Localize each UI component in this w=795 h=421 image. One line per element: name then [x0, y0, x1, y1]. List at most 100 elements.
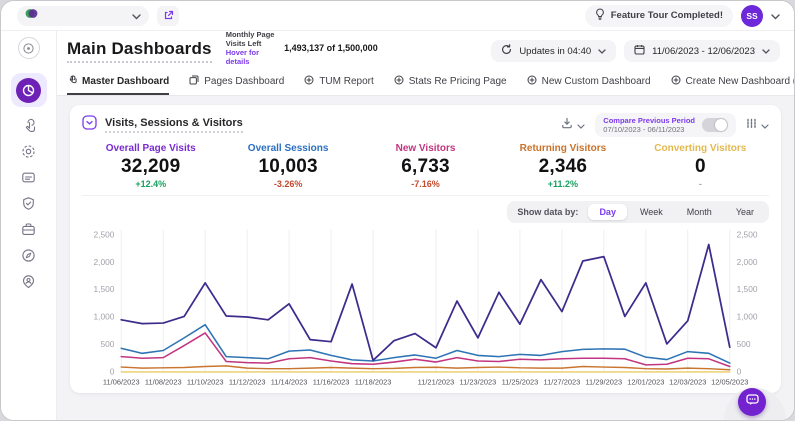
tab-stats-re-pricing[interactable]: Stats Re Pricing Page — [394, 69, 507, 95]
top-bar: Feature Tour Completed! SS — [1, 1, 794, 31]
svg-text:11/08/2023: 11/08/2023 — [145, 378, 182, 387]
tab-tum-report[interactable]: TUM Report — [304, 69, 374, 95]
metric-overall-page-visits[interactable]: Overall Page Visits 32,209 +12.4% — [82, 143, 219, 189]
tab-new-custom-dashboard[interactable]: New Custom Dashboard — [527, 69, 651, 95]
metric-overall-sessions[interactable]: Overall Sessions 10,003 -3.26% — [219, 143, 356, 189]
svg-text:1,000: 1,000 — [94, 313, 115, 322]
svg-text:0: 0 — [737, 368, 742, 377]
svg-text:1,000: 1,000 — [737, 313, 758, 322]
usage-value: 1,493,137 of 1,500,000 — [284, 43, 378, 53]
svg-text:11/18/2023: 11/18/2023 — [355, 378, 392, 387]
svg-text:11/14/2023: 11/14/2023 — [271, 378, 308, 387]
sidebar-item-engagement[interactable] — [21, 115, 36, 141]
download-button[interactable] — [561, 116, 585, 134]
chat-icon — [745, 393, 759, 411]
sidebar-item-account[interactable] — [21, 271, 36, 297]
workspace-selector[interactable] — [17, 5, 149, 26]
chevron-down-icon — [577, 116, 585, 134]
granularity-year[interactable]: Year — [735, 207, 754, 217]
workspace-logo-icon — [25, 7, 38, 25]
sidebar-item-security[interactable] — [21, 193, 36, 219]
sidebar-toggle-icon[interactable] — [17, 37, 40, 59]
dashboard-content: Visits, Sessions & Visitors Compare Prev… — [57, 96, 794, 420]
monthly-usage[interactable]: Monthly Page Visits Left Hover for detai… — [225, 30, 378, 72]
svg-text:2,000: 2,000 — [737, 258, 758, 267]
chevron-down-icon — [761, 116, 769, 134]
compare-toggle[interactable] — [702, 118, 728, 132]
hand-icon — [67, 74, 77, 88]
granularity-day[interactable]: Day — [588, 204, 627, 220]
chevron-down-icon[interactable] — [771, 7, 780, 25]
svg-text:500: 500 — [737, 340, 751, 349]
metric-delta: -7.16% — [411, 179, 440, 189]
compass-icon — [21, 248, 36, 268]
svg-text:12/05/2023: 12/05/2023 — [711, 378, 748, 387]
visits-line-chart[interactable]: 0 0 500 500 1,000 1,000 1,500 1,500 2,000 2,000 2,… — [82, 225, 769, 395]
sidebar-item-business[interactable] — [21, 219, 36, 245]
show-data-by-label: Show data by: — [517, 207, 579, 217]
svg-text:11/25/2023: 11/25/2023 — [502, 378, 539, 387]
svg-text:11/27/2023: 11/27/2023 — [544, 378, 581, 387]
circle-plus-icon — [527, 75, 537, 88]
metric-label: New Visitors — [395, 143, 456, 154]
metric-delta: - — [698, 179, 702, 189]
usage-label: Monthly Page Visits Left — [225, 30, 275, 48]
feature-tour-label: Feature Tour Completed! — [610, 10, 723, 21]
sidebar-item-dashboards[interactable] — [10, 73, 47, 107]
updates-timer[interactable]: Updates in 04:40 — [491, 40, 617, 62]
svg-text:12/03/2023: 12/03/2023 — [669, 378, 706, 387]
granularity-week[interactable]: Week — [639, 207, 663, 217]
svg-text:0: 0 — [110, 368, 115, 377]
browser-card-icon — [21, 170, 36, 190]
tab-master-dashboard[interactable]: Master Dashboard — [67, 69, 170, 95]
svg-text:2,500: 2,500 — [737, 230, 758, 239]
dashboard-icon — [16, 77, 41, 103]
svg-text:11/16/2023: 11/16/2023 — [313, 378, 350, 387]
granularity-month[interactable]: Month — [686, 207, 712, 217]
compare-previous-period: Compare Previous Period 07/10/2023 - 06/… — [595, 113, 736, 137]
metric-returning-visitors[interactable]: Returning Visitors 2,346 +11.2% — [494, 143, 631, 189]
svg-text:11/21/2023: 11/21/2023 — [418, 378, 455, 387]
sidebar-item-tracking[interactable] — [21, 141, 36, 167]
metric-delta: +11.2% — [547, 179, 579, 189]
panel-title: Visits, Sessions & Visitors — [105, 117, 243, 133]
touch-gesture-icon — [21, 118, 36, 138]
chat-widget-button[interactable] — [738, 388, 766, 416]
svg-text:11/10/2023: 11/10/2023 — [187, 378, 224, 387]
date-range-picker[interactable]: 11/06/2023 - 12/06/2023 — [624, 40, 780, 62]
open-external-button[interactable] — [157, 5, 179, 26]
metric-converting-visitors[interactable]: Converting Visitors 0 - — [632, 143, 769, 189]
metric-label: Overall Page Visits — [105, 143, 196, 154]
lightbulb-icon — [595, 8, 605, 23]
chart-options-button[interactable] — [746, 116, 769, 134]
pages-icon — [189, 75, 199, 88]
metric-value: 0 — [694, 156, 706, 177]
widget-checkbox-icon[interactable] — [82, 115, 97, 135]
avatar[interactable]: SS — [741, 4, 763, 27]
tab-pages-dashboard[interactable]: Pages Dashboard — [189, 69, 284, 95]
sidebar-item-pages[interactable] — [21, 167, 36, 193]
shield-check-icon — [21, 196, 36, 216]
svg-text:11/06/2023: 11/06/2023 — [103, 378, 140, 387]
metric-delta: -3.26% — [273, 179, 303, 189]
page-header: Main Dashboards Monthly Page Visits Left… — [57, 30, 794, 72]
svg-text:11/29/2023: 11/29/2023 — [585, 378, 622, 387]
target-scan-icon — [21, 144, 36, 164]
briefcase-icon — [21, 222, 36, 242]
tab-create-new-dashboard[interactable]: Create New Dashboard (BETA) — [671, 69, 794, 95]
metric-value: 32,209 — [121, 156, 181, 177]
circle-plus-icon — [394, 75, 404, 88]
metric-label: Converting Visitors — [654, 143, 747, 154]
chart-area: 0 0 500 500 1,000 1,000 1,500 1,500 2,000 2,000 2,… — [82, 225, 769, 395]
svg-text:1,500: 1,500 — [94, 285, 115, 294]
sidebar-item-help[interactable] — [21, 245, 36, 271]
metric-new-visitors[interactable]: New Visitors 6,733 -7.16% — [357, 143, 494, 189]
chevron-down-icon — [762, 46, 770, 57]
circle-plus-icon — [304, 75, 314, 88]
feature-tour-badge[interactable]: Feature Tour Completed! — [584, 4, 733, 27]
show-data-by-row: Show data by: Day Week Month Year — [82, 195, 769, 223]
columns-icon — [746, 116, 757, 134]
person-pin-icon — [21, 274, 36, 294]
metric-label: Returning Visitors — [519, 143, 607, 154]
